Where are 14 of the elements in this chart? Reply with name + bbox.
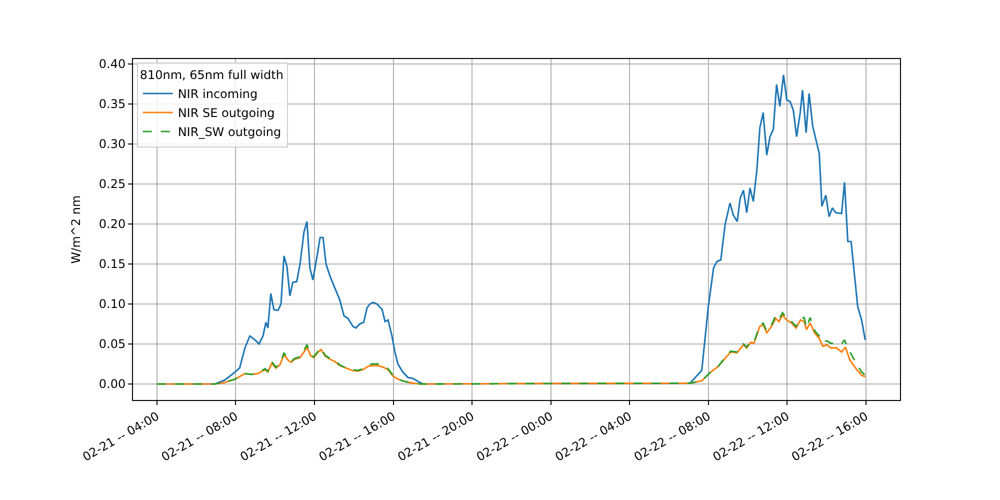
y-tick-label: 0.00 (98, 377, 126, 392)
y-tick-label: 0.30 (98, 137, 126, 152)
y-tick-label: 0.35 (98, 97, 126, 112)
y-tick-label: 0.25 (98, 177, 126, 192)
y-tick-label: 0.10 (98, 297, 126, 312)
y-tick-label: 0.05 (98, 337, 126, 352)
legend-label: NIR SE outgoing (178, 106, 275, 120)
y-tick-label: 0.40 (98, 57, 126, 71)
y-tick-label: 0.20 (98, 217, 126, 232)
legend-label: NIR incoming (178, 87, 258, 102)
legend-title: 810nm, 65nm full width (140, 68, 284, 82)
y-tick-label: 0.15 (98, 257, 126, 272)
y-axis-title: W/m^2 nm (69, 195, 84, 264)
legend-label: NIR_SW outgoing (178, 125, 282, 140)
